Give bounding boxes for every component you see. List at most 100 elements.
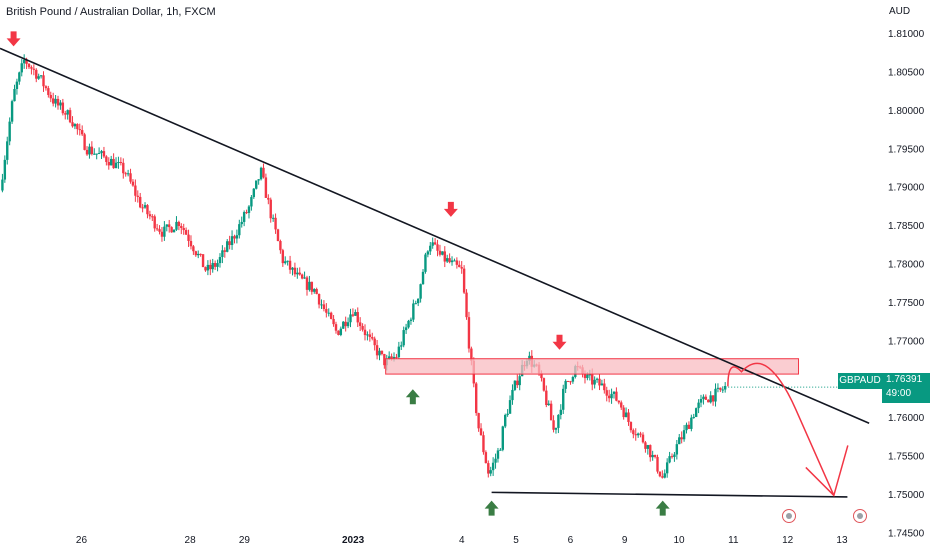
candle-body	[658, 471, 662, 477]
candle-body	[221, 250, 224, 258]
candle-body	[571, 376, 575, 382]
candle-body	[709, 395, 712, 403]
y-tick-label: 1.77000	[888, 336, 925, 347]
candle-body	[25, 59, 28, 64]
candle-body	[692, 416, 695, 418]
candle-body	[620, 402, 623, 408]
candle-body	[354, 312, 357, 316]
candle-body	[366, 334, 369, 336]
candle-body	[363, 329, 367, 336]
candle-body	[112, 158, 115, 169]
candle-body	[88, 146, 91, 155]
candle-body	[264, 177, 268, 198]
arrow-up-icon	[405, 389, 420, 405]
candle-body	[598, 378, 601, 386]
event-flag-icon[interactable]	[782, 509, 796, 523]
candle-body	[143, 205, 147, 208]
candle-body	[180, 226, 183, 228]
candle-body	[209, 264, 212, 270]
arrow-down-icon	[443, 201, 458, 217]
candle-body	[95, 153, 98, 155]
arrow-up-icon	[484, 500, 499, 516]
candle-body	[673, 454, 676, 457]
candle-body	[59, 102, 62, 106]
candle-body	[146, 205, 149, 215]
annotation-layer	[0, 31, 880, 516]
candle-body	[228, 241, 231, 246]
candle-body	[30, 67, 33, 69]
candle-body	[404, 327, 408, 331]
candle-body	[641, 434, 645, 443]
candle-body	[276, 229, 280, 242]
candle-body	[64, 113, 67, 115]
candle-body	[612, 391, 616, 394]
candle-body	[540, 373, 543, 379]
candle-body	[629, 422, 633, 431]
candle-body	[206, 264, 210, 271]
candle-body	[670, 456, 674, 458]
event-flag-icon[interactable]	[853, 509, 867, 523]
candle-body	[184, 230, 188, 235]
candle-body	[711, 395, 715, 402]
candle-body	[622, 407, 625, 418]
candle-body	[286, 260, 289, 262]
candle-body	[356, 312, 359, 323]
x-tick-label: 26	[76, 535, 88, 546]
candle-body	[511, 389, 514, 401]
candle-body	[250, 197, 253, 207]
candle-body	[223, 250, 227, 252]
candle-body	[412, 303, 415, 320]
candle-body	[49, 94, 52, 99]
candle-body	[32, 68, 36, 70]
candle-body	[187, 234, 190, 241]
candle-body	[293, 267, 297, 275]
resistance-zone	[385, 358, 800, 375]
candle-body	[269, 199, 272, 219]
candle-body	[245, 212, 248, 214]
candle-body	[20, 63, 23, 73]
candle-body	[240, 221, 243, 225]
x-tick-label: 10	[673, 535, 685, 546]
candle-body	[37, 76, 40, 79]
candle-body	[329, 312, 333, 319]
candle-body	[334, 324, 338, 331]
candle-body	[479, 428, 483, 436]
candle-body	[308, 281, 311, 290]
candle-body	[462, 268, 466, 293]
candle-body	[100, 151, 103, 154]
candle-body	[13, 88, 16, 102]
candle-body	[27, 63, 31, 68]
candle-body	[583, 373, 587, 379]
candle-body	[238, 224, 241, 236]
candle-body	[699, 398, 703, 403]
candle-body	[426, 251, 430, 255]
candle-body	[242, 212, 246, 222]
candle-body	[591, 374, 594, 385]
candle-body	[397, 346, 401, 358]
candle-body	[267, 197, 270, 200]
candle-body	[102, 151, 106, 157]
candle-body	[216, 263, 219, 267]
candle-body	[690, 417, 693, 429]
candle-body	[400, 345, 403, 347]
candle-body	[487, 463, 490, 474]
candle-body	[327, 312, 330, 314]
candle-body	[603, 383, 606, 391]
candle-body	[470, 348, 473, 361]
candle-body	[675, 444, 679, 455]
bar-countdown: 49:00	[886, 388, 912, 399]
candle-body	[378, 350, 381, 356]
candle-body	[542, 378, 546, 391]
y-tick-label: 1.75000	[888, 490, 925, 501]
last-price-tag: 1.76391 49:00	[882, 373, 930, 403]
x-tick-label: 5	[513, 535, 519, 546]
candle-body	[56, 98, 60, 106]
candle-body	[358, 322, 362, 327]
candle-body	[636, 433, 640, 436]
candle-body	[375, 345, 379, 356]
candle-body	[6, 141, 9, 160]
candle-body	[155, 228, 159, 230]
candle-body	[97, 153, 101, 155]
symbol-price-tag: GBPAUD	[838, 373, 882, 389]
